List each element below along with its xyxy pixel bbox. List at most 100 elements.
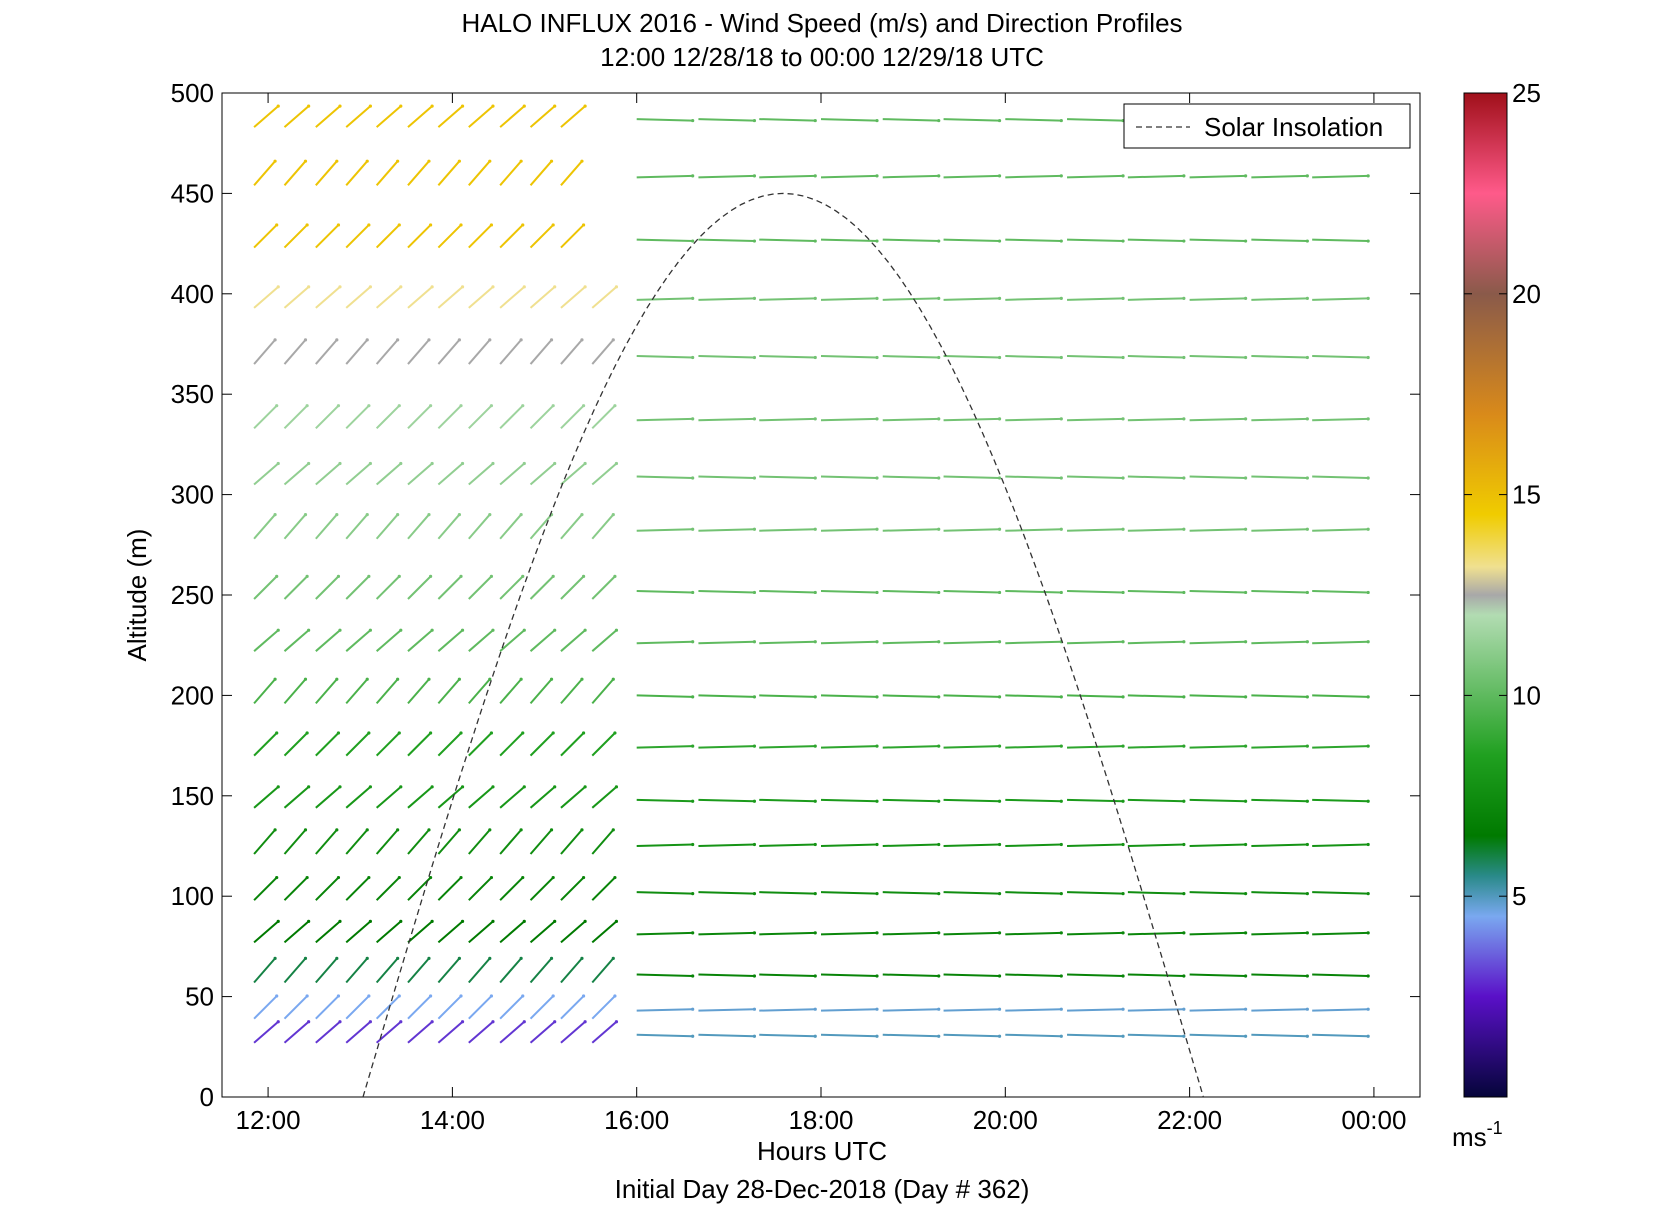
wind-barb — [283, 628, 311, 652]
wind-barb — [1127, 475, 1186, 480]
wind-barb — [698, 475, 757, 480]
wind-barb — [375, 919, 403, 944]
wind-barb — [698, 798, 757, 803]
wind-barb — [882, 475, 941, 480]
wind-barb — [943, 1033, 1002, 1038]
wind-barb — [315, 919, 342, 944]
wind-barb — [882, 744, 941, 749]
wind-barb — [591, 828, 615, 855]
wind-barb — [437, 628, 465, 652]
wind-barb — [1005, 931, 1063, 936]
wind-barb — [1251, 1033, 1309, 1038]
wind-barb — [636, 640, 695, 645]
wind-barb — [820, 174, 879, 179]
wind-barb — [1005, 1007, 1063, 1012]
wind-barb — [820, 744, 879, 749]
wind-barb — [943, 798, 1002, 803]
wind-barbs — [253, 104, 1370, 1044]
wind-barb — [315, 731, 341, 757]
wind-barb — [253, 285, 280, 309]
wind-barb — [1067, 417, 1125, 422]
wind-barb — [1067, 355, 1125, 360]
wind-barb — [375, 512, 400, 540]
legend-label: Solar Insolation — [1204, 112, 1383, 142]
wind-barb — [820, 891, 879, 896]
wind-barb — [1067, 475, 1125, 480]
wind-barb — [1005, 238, 1063, 243]
wind-barb — [437, 285, 465, 309]
wind-barb — [943, 842, 1002, 847]
wind-barb — [253, 159, 277, 186]
wind-barb — [698, 891, 757, 896]
wind-barb — [1312, 417, 1370, 422]
wind-barb — [529, 285, 557, 309]
wind-barb — [1005, 694, 1063, 699]
wind-barb — [1127, 589, 1186, 595]
wind-barb — [375, 828, 400, 855]
wind-barb — [1189, 973, 1248, 978]
chart-title: HALO INFLUX 2016 - Wind Speed (m/s) and … — [461, 8, 1182, 38]
wind-barb — [1127, 1033, 1186, 1038]
colorbar-tick-label: 15 — [1512, 480, 1541, 510]
wind-barb — [1067, 744, 1125, 749]
wind-barb — [407, 956, 431, 984]
wind-barb — [820, 931, 879, 936]
wind-barb — [253, 512, 277, 540]
wind-barb — [407, 919, 434, 944]
wind-barb — [1189, 238, 1248, 243]
wind-barb — [1127, 238, 1186, 243]
wind-barb — [437, 956, 461, 984]
wind-barb — [345, 828, 369, 855]
wind-barb — [499, 338, 523, 365]
wind-barb — [636, 118, 695, 123]
wind-barb — [1127, 931, 1186, 936]
wind-barb — [283, 994, 309, 1020]
wind-barb — [820, 842, 879, 847]
wind-barb — [529, 828, 554, 855]
wind-barb — [529, 956, 554, 984]
wind-barb — [882, 174, 941, 179]
wind-barb — [759, 798, 817, 803]
wind-barb — [437, 159, 461, 186]
wind-barb — [560, 731, 586, 757]
wind-barb — [375, 731, 401, 757]
wind-barb — [591, 338, 615, 365]
y-tick-label: 200 — [171, 680, 214, 710]
wind-barb — [1127, 842, 1186, 847]
wind-barb — [560, 223, 586, 249]
colorbar-tick-label: 25 — [1512, 78, 1541, 108]
wind-barb — [882, 296, 941, 301]
wind-barb — [499, 628, 526, 652]
wind-barb — [636, 798, 695, 803]
wind-barb — [820, 973, 879, 978]
wind-barb — [1067, 1033, 1125, 1038]
wind-barb — [1189, 694, 1248, 699]
wind-barb — [315, 574, 341, 600]
wind-barb — [759, 973, 817, 978]
wind-barb — [698, 417, 757, 422]
wind-barb — [1005, 589, 1063, 595]
wind-barb — [636, 475, 695, 480]
y-tick-label: 50 — [185, 982, 214, 1012]
wind-barb — [1312, 238, 1370, 243]
wind-barb — [759, 118, 817, 123]
wind-barb — [1067, 931, 1125, 936]
wind-barb — [560, 677, 584, 705]
wind-barb — [560, 628, 587, 652]
wind-barb — [1251, 174, 1309, 179]
wind-barb — [698, 931, 757, 936]
wind-barb — [1312, 744, 1370, 749]
wind-barb — [1251, 891, 1309, 896]
wind-barb — [1312, 296, 1370, 301]
wind-barb — [759, 931, 817, 936]
wind-barb — [1189, 417, 1248, 422]
x-tick-label: 16:00 — [604, 1105, 669, 1135]
wind-barb — [499, 1020, 526, 1044]
wind-barb — [315, 338, 339, 365]
wind-barb — [1067, 842, 1125, 847]
wind-barb — [591, 994, 617, 1020]
wind-barb — [253, 574, 279, 600]
wind-barb — [283, 461, 311, 486]
wind-barb — [698, 296, 757, 301]
